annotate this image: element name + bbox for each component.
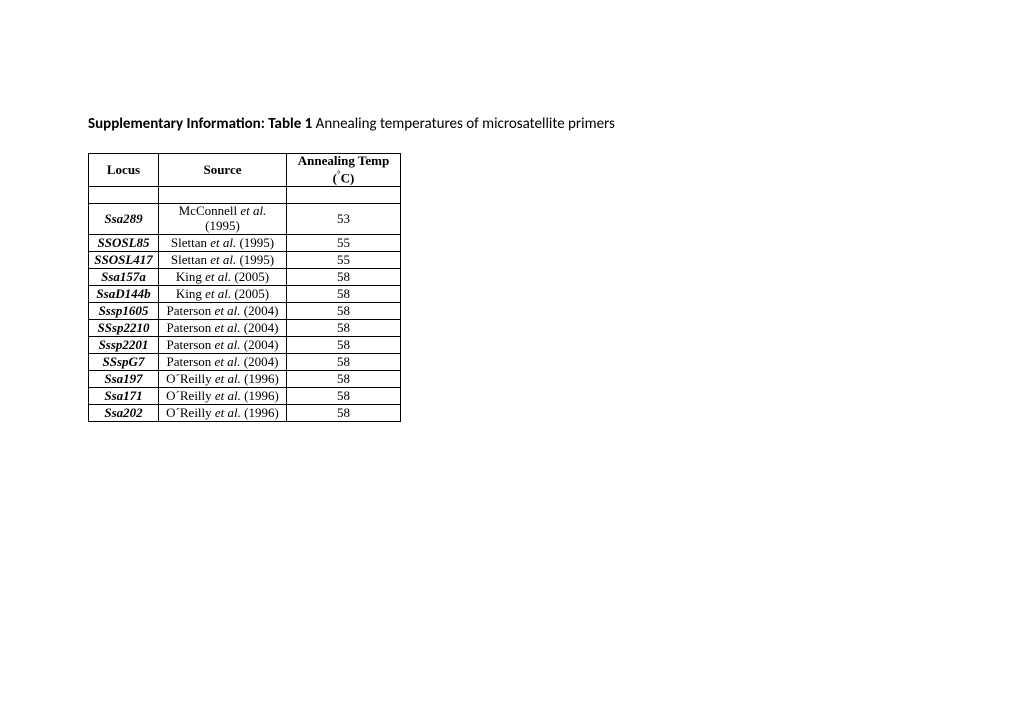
source-cell: King et al. (2005) — [159, 286, 287, 303]
source-author: Paterson — [167, 337, 215, 352]
source-cell: Paterson et al. (2004) — [159, 354, 287, 371]
source-year: (2004) — [241, 320, 279, 335]
locus-cell: SSOSL85 — [89, 235, 159, 252]
temp-cell: 58 — [287, 388, 401, 405]
source-year: (1995) — [205, 218, 240, 233]
source-year: (1996) — [241, 371, 279, 386]
locus-cell: SSspG7 — [89, 354, 159, 371]
table-row: SSOSL85Slettan et al. (1995)55 — [89, 235, 401, 252]
primer-table: Locus Source Annealing Temp (°C) Ssa289M… — [88, 153, 401, 422]
source-author: Paterson — [167, 303, 215, 318]
source-author: Slettan — [171, 235, 210, 250]
table-row: Ssa289McConnell et al. (1995)53 — [89, 204, 401, 235]
source-etal: et al. — [215, 337, 241, 352]
source-etal: et al. — [210, 252, 236, 267]
temp-cell: 58 — [287, 269, 401, 286]
source-cell: Paterson et al. (2004) — [159, 303, 287, 320]
temp-header-degree: ° — [337, 169, 341, 179]
locus-cell: Ssa197 — [89, 371, 159, 388]
source-etal: et al. — [215, 388, 241, 403]
source-author: O´Reilly — [166, 405, 215, 420]
source-year: (2005) — [231, 269, 269, 284]
source-author: King — [176, 286, 205, 301]
col-header-source: Source — [159, 154, 287, 187]
temp-cell: 53 — [287, 204, 401, 235]
table-row: SsaD144bKing et al. (2005)58 — [89, 286, 401, 303]
source-etal: et al. — [210, 235, 236, 250]
temp-cell: 58 — [287, 320, 401, 337]
table-row: Ssa202O´Reilly et al. (1996)58 — [89, 405, 401, 422]
temp-cell: 58 — [287, 286, 401, 303]
table-caption: Supplementary Information: Table 1 Annea… — [88, 115, 1020, 133]
locus-cell: Sssp2201 — [89, 337, 159, 354]
source-year: (2004) — [241, 303, 279, 318]
locus-cell: Ssa289 — [89, 204, 159, 235]
source-cell: Paterson et al. (2004) — [159, 337, 287, 354]
source-author: Paterson — [167, 354, 215, 369]
locus-cell: Ssa157a — [89, 269, 159, 286]
source-year: (1995) — [236, 235, 274, 250]
temp-cell: 58 — [287, 371, 401, 388]
locus-cell: SsaD144b — [89, 286, 159, 303]
locus-cell: SSOSL417 — [89, 252, 159, 269]
source-cell: O´Reilly et al. (1996) — [159, 371, 287, 388]
locus-cell: Ssa202 — [89, 405, 159, 422]
col-header-locus: Locus — [89, 154, 159, 187]
source-author: Slettan — [171, 252, 210, 267]
table-header: Locus Source Annealing Temp (°C) — [89, 154, 401, 204]
source-year: (2005) — [231, 286, 269, 301]
table-row: SSOSL417Slettan et al. (1995)55 — [89, 252, 401, 269]
temp-cell: 55 — [287, 235, 401, 252]
table-row: Sssp1605Paterson et al. (2004)58 — [89, 303, 401, 320]
table-body: Ssa289McConnell et al. (1995)53SSOSL85Sl… — [89, 204, 401, 422]
locus-cell: Sssp1605 — [89, 303, 159, 320]
source-etal: et al. — [240, 203, 266, 218]
table-row: Ssa171O´Reilly et al. (1996)58 — [89, 388, 401, 405]
source-cell: Slettan et al. (1995) — [159, 235, 287, 252]
col-header-temp: Annealing Temp (°C) — [287, 154, 401, 187]
source-etal: et al. — [205, 286, 231, 301]
source-cell: O´Reilly et al. (1996) — [159, 405, 287, 422]
document-page: Supplementary Information: Table 1 Annea… — [0, 0, 1020, 422]
source-author: O´Reilly — [166, 371, 215, 386]
source-etal: et al. — [215, 320, 241, 335]
source-etal: et al. — [205, 269, 231, 284]
source-etal: et al. — [215, 354, 241, 369]
source-year: (1995) — [236, 252, 274, 267]
source-etal: et al. — [215, 303, 241, 318]
caption-text: Annealing temperatures of microsatellite… — [312, 115, 615, 133]
temp-header-suffix: C) — [341, 170, 355, 185]
source-author: King — [176, 269, 205, 284]
source-year: (2004) — [241, 354, 279, 369]
temp-cell: 58 — [287, 303, 401, 320]
source-cell: McConnell et al. (1995) — [159, 204, 287, 235]
source-cell: King et al. (2005) — [159, 269, 287, 286]
temp-cell: 58 — [287, 405, 401, 422]
locus-cell: SSsp2210 — [89, 320, 159, 337]
source-etal: et al. — [215, 371, 241, 386]
temp-cell: 58 — [287, 337, 401, 354]
table-row: Sssp2201Paterson et al. (2004)58 — [89, 337, 401, 354]
header-spacer-row — [89, 187, 401, 204]
source-cell: Slettan et al. (1995) — [159, 252, 287, 269]
table-row: Ssa157aKing et al. (2005)58 — [89, 269, 401, 286]
table-row: SSspG7Paterson et al. (2004)58 — [89, 354, 401, 371]
table-row: SSsp2210Paterson et al. (2004)58 — [89, 320, 401, 337]
locus-cell: Ssa171 — [89, 388, 159, 405]
source-year: (1996) — [241, 405, 279, 420]
temp-cell: 55 — [287, 252, 401, 269]
caption-label: Supplementary Information: Table 1 — [88, 115, 312, 133]
source-cell: O´Reilly et al. (1996) — [159, 388, 287, 405]
table-row: Ssa197O´Reilly et al. (1996)58 — [89, 371, 401, 388]
temp-cell: 58 — [287, 354, 401, 371]
source-etal: et al. — [215, 405, 241, 420]
source-cell: Paterson et al. (2004) — [159, 320, 287, 337]
source-author: McConnell — [179, 203, 241, 218]
source-author: O´Reilly — [166, 388, 215, 403]
source-author: Paterson — [167, 320, 215, 335]
source-year: (2004) — [241, 337, 279, 352]
source-year: (1996) — [241, 388, 279, 403]
